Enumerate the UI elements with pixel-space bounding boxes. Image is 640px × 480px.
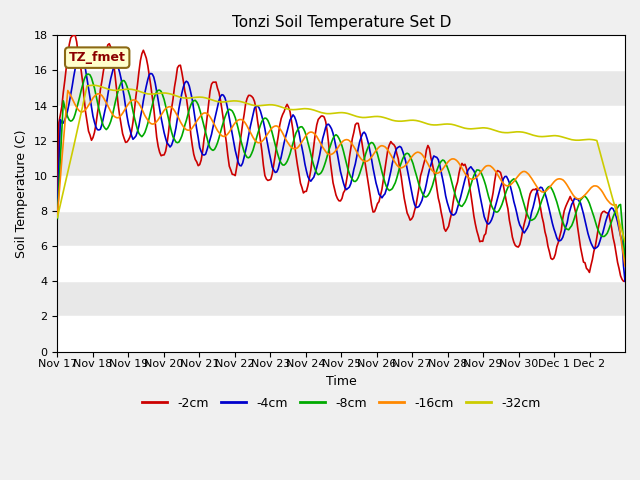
Bar [58, 106, 625, 141]
X-axis label: Time: Time [326, 375, 356, 388]
Bar [58, 176, 625, 211]
Bar [58, 36, 625, 71]
Bar [58, 246, 625, 281]
Y-axis label: Soil Temperature (C): Soil Temperature (C) [15, 129, 28, 258]
Text: TZ_fmet: TZ_fmet [68, 51, 125, 64]
Bar [58, 316, 625, 351]
Title: Tonzi Soil Temperature Set D: Tonzi Soil Temperature Set D [232, 15, 451, 30]
Legend: -2cm, -4cm, -8cm, -16cm, -32cm: -2cm, -4cm, -8cm, -16cm, -32cm [137, 392, 545, 415]
